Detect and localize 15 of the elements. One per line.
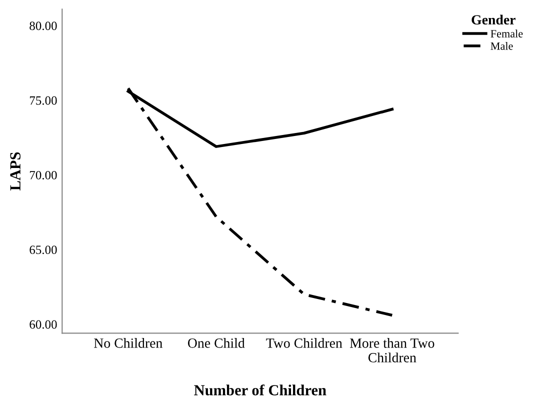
legend-label: Male — [490, 42, 513, 50]
x-tick-label: Two Children — [266, 338, 342, 348]
x-tick-label: One Child — [188, 338, 245, 348]
y-tick-label: 80.00 — [30, 22, 57, 30]
y-tick-label: 60.00 — [30, 320, 57, 329]
legend-title: Gender — [472, 14, 516, 25]
legend-label: Female — [490, 30, 523, 38]
y-tick-label: 70.00 — [30, 170, 57, 180]
y-tick-label: 75.00 — [30, 96, 57, 105]
y-tick-label: 65.00 — [30, 246, 57, 254]
x-tick-label: No Children — [94, 338, 162, 348]
x-tick-label: More than Two Children — [350, 338, 434, 362]
y-axis-title: LAPS — [10, 152, 21, 190]
line-series — [126, 86, 394, 317]
x-axis-title: Number of Children — [194, 384, 326, 396]
